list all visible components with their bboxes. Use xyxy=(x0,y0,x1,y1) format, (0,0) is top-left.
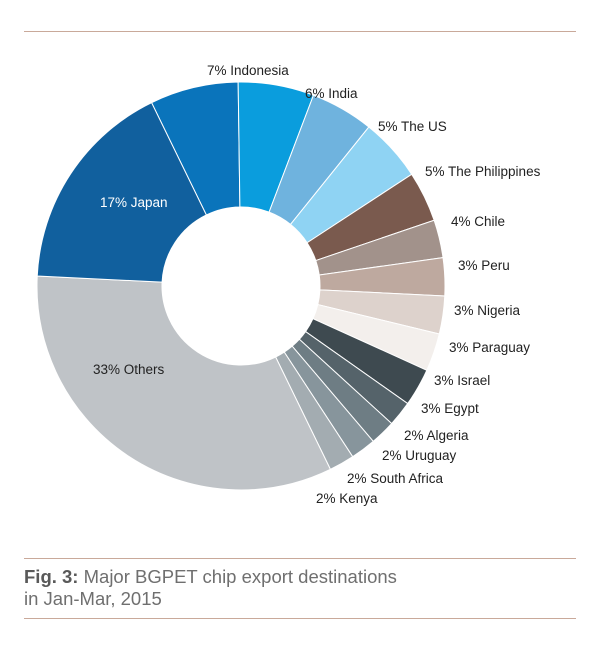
label-uruguay: 2% Uruguay xyxy=(382,448,457,463)
donut-slices xyxy=(36,81,446,491)
label-the-us: 5% The US xyxy=(378,119,447,134)
slice-labels: 7% Indonesia 6% India 5% The US 5% The Phil… xyxy=(93,63,541,506)
caption-line-2: in Jan-Mar, 2015 xyxy=(24,588,162,609)
label-paraguay: 3% Paraguay xyxy=(449,340,530,355)
slice-others xyxy=(36,275,332,491)
label-kenya: 2% Kenya xyxy=(316,491,378,506)
caption-top-divider xyxy=(24,558,576,559)
label-south-africa: 2% South Africa xyxy=(347,471,444,486)
label-israel: 3% Israel xyxy=(434,373,490,388)
figure-number: Fig. 3: xyxy=(24,566,79,587)
slice-japan xyxy=(36,101,208,283)
figure-caption: Fig. 3: Major BGPET chip export destinat… xyxy=(24,566,576,610)
label-india: 6% India xyxy=(305,86,358,101)
donut-chart: 7% Indonesia 6% India 5% The US 5% The Phil… xyxy=(36,63,541,506)
label-the-philippines: 5% The Philippines xyxy=(425,164,541,179)
label-algeria: 2% Algeria xyxy=(404,428,469,443)
label-japan: 17% Japan xyxy=(100,195,168,210)
caption-line-1: Major BGPET chip export destinations xyxy=(83,566,397,587)
caption-bottom-divider xyxy=(24,618,576,619)
label-egypt: 3% Egypt xyxy=(421,401,479,416)
label-nigeria: 3% Nigeria xyxy=(454,303,521,318)
label-peru: 3% Peru xyxy=(458,258,510,273)
label-indonesia: 7% Indonesia xyxy=(207,63,289,78)
label-chile: 4% Chile xyxy=(451,214,505,229)
label-others: 33% Others xyxy=(93,362,165,377)
top-divider xyxy=(24,31,576,32)
